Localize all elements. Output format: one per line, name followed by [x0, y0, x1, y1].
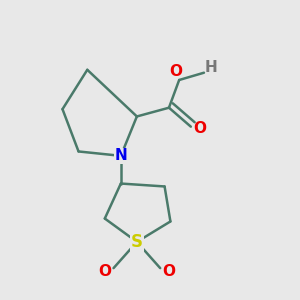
Text: O: O — [170, 64, 183, 79]
Text: O: O — [193, 121, 206, 136]
Text: N: N — [115, 148, 127, 163]
Text: S: S — [131, 233, 143, 251]
Text: O: O — [98, 264, 111, 279]
Text: H: H — [205, 60, 217, 75]
Text: O: O — [163, 264, 176, 279]
